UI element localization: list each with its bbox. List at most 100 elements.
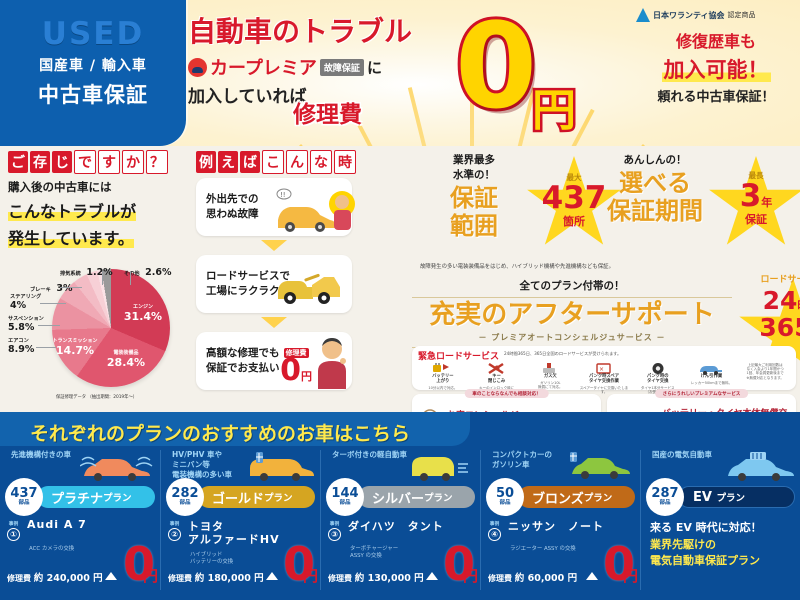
- svg-text:×: ×: [599, 366, 604, 373]
- step-card-breakdown: 外出先での 思わぬ故障 !!: [196, 178, 355, 236]
- plan-cost-value: 約 60,000 円: [514, 573, 578, 584]
- plan-part: ハイブリッド バッテリーの交換: [190, 552, 234, 566]
- tag-su: す: [98, 150, 120, 174]
- leader-line-other: [130, 271, 131, 285]
- plan-index-wrap: 事例 ③: [328, 520, 341, 541]
- plan-index-label: 事例: [489, 522, 500, 527]
- tag-ka: か: [122, 150, 144, 174]
- minivan-icon: [250, 452, 314, 481]
- association-cert: 認定商品: [727, 11, 756, 19]
- plan-name: EV: [693, 489, 712, 505]
- warranty-chip: 故障保証: [319, 58, 364, 76]
- period-star-main: 3年: [708, 181, 800, 212]
- leader-line-brake: [60, 287, 82, 288]
- pie-slice-label-electrical: 電装装備品 28.4%: [106, 350, 146, 369]
- plan-badge-row: 282 部品 ゴールド プラン: [166, 478, 315, 516]
- battery-tire-tag: さらにうれしいプレミアムなサービス: [654, 389, 749, 398]
- plan-name: ゴールド: [212, 491, 265, 507]
- step-2-text: ロードサービスで 工場にラクラク移動: [206, 269, 301, 297]
- tag-toki: 時: [334, 150, 356, 174]
- plan-name-pill: ゴールド プラン: [198, 486, 315, 508]
- plan-cost-label: 修理費: [168, 574, 192, 583]
- tow-icon: [686, 361, 738, 375]
- roadservice-numbers: 24時間 365日: [736, 288, 800, 344]
- step-card-roadservice: ロードサービスで 工場にラクラク移動: [196, 255, 352, 313]
- yen-symbol: 円: [530, 83, 579, 139]
- coverage-range-small: 業界最多 水準の！: [453, 154, 495, 181]
- plan-body: 事例 ③ ダイハツ タント ターボチャージャー ASSY の交換 修理費 約 1…: [326, 518, 478, 591]
- period-star-unit: 年: [761, 196, 773, 209]
- plan-index: ③: [328, 528, 341, 541]
- tow-truck-icon: [278, 273, 340, 304]
- compact-car-icon: [570, 452, 630, 479]
- tag-n: ん: [286, 150, 308, 174]
- plan-index: ④: [488, 528, 501, 541]
- tag-ko: こ: [262, 150, 284, 174]
- pie-label-steering: ステアリング 4%: [10, 294, 42, 311]
- plan-parts-circle: 287 部品: [646, 478, 684, 516]
- plan-cost-value: 約 240,000 円: [33, 573, 103, 584]
- coverage-star-unit: 箇所: [563, 215, 585, 228]
- plan-card-platinum[interactable]: 先進機構付きの車 437 部品 プラチナ プラン: [0, 450, 160, 590]
- plan-name: シルバー: [372, 491, 425, 507]
- leader-line-steering: [40, 303, 66, 304]
- plan-name: ブロンズ: [532, 491, 584, 507]
- plan-name-pill: EV プラン: [678, 486, 795, 508]
- pie-chart-circle: [52, 269, 170, 387]
- plan-yen: 円: [302, 567, 318, 585]
- warranty-period-big: 選べる 保証期間: [607, 169, 703, 225]
- plan-caption: 国産の電気自動車: [652, 450, 712, 459]
- emergency-item: バッテリー 上がり 10分以内で対応。: [417, 361, 469, 394]
- plan-card-ev[interactable]: 国産の電気自動車 287 部品 EV プラン: [640, 450, 800, 590]
- plan-card-silver[interactable]: ターボ付きの軽自動車 144 部品 シルバー プラン: [320, 450, 480, 590]
- plan-cost: 修理費 約 240,000 円: [7, 570, 103, 584]
- tire-icon: [632, 361, 684, 375]
- plan-cost: 修理費 約 130,000 円: [328, 570, 424, 584]
- plan-name-pill: ブロンズ プラン: [518, 486, 635, 508]
- plan-part: ACC カメラの交換: [29, 546, 75, 552]
- coverage-star-number: 437: [541, 180, 607, 216]
- roadservice-days-row: 365日: [736, 315, 800, 344]
- plan-parts-circle: 437 部品: [5, 478, 43, 516]
- repair-history-line1: 修復歴車も: [675, 32, 756, 51]
- pie-chart: エンジン 31.4% 電装装備品 28.4% トランスミッション 14.7% エ…: [8, 255, 190, 405]
- plan-zero: 0: [602, 537, 635, 591]
- plan-index-label: 事例: [8, 522, 19, 527]
- roadservice-days: 365: [759, 313, 800, 342]
- pie-label-suspension: サスペンション 5.8%: [8, 316, 44, 333]
- used-badge: USED 国産車 / 輸入車 中古車保証: [0, 0, 186, 146]
- zero-number: 0: [452, 0, 540, 135]
- plan-name-suffix: プラン: [264, 493, 293, 504]
- battery-jump-icon: [417, 361, 469, 375]
- brand-row: カープレミア 故障保証 に: [188, 54, 608, 80]
- ev-line-3: 電気自動車保証プラン: [650, 554, 760, 567]
- plan-cost-label: 修理費: [488, 574, 512, 583]
- coverage-note: 故障発生の多い電装装備品をはじめ、ハイブリッド機構や先進機構なども保証。: [420, 264, 614, 270]
- plan-yen: 円: [142, 567, 158, 585]
- plan-parts-unit: 部品: [499, 500, 511, 507]
- coverage-column: 業界最多 水準の！ 保証 範囲 最大 437 箇所 あんしんの！ 選べる 保証期…: [360, 150, 800, 450]
- ev-line-1: 来る EV 時代に対応！: [650, 521, 762, 534]
- plan-index-wrap: 事例 ②: [168, 520, 181, 541]
- pie-label-aircon: エアコン 8.9%: [8, 338, 35, 355]
- plan-card-bronze[interactable]: コンパクトカーの ガソリン車 50 部品 ブロンズ プラン: [480, 450, 640, 590]
- plan-card-gold[interactable]: HV/PHV 車や ミニバン等 電装機構の多い車 282 部品 ゴールド プラン: [160, 450, 320, 590]
- plan-badge-row: 287 部品 EV プラン: [646, 478, 795, 516]
- kei-car-icon: [412, 457, 468, 481]
- step-card-payment: 高額な修理でも 保証でお支払い 修理費 0円: [196, 332, 352, 390]
- plan-car-name: ダイハツ タント: [348, 520, 444, 533]
- leader-line-aircon: [36, 347, 56, 348]
- repair-zero-badge: 修理費 0円: [280, 340, 312, 386]
- plan-name-suffix: プラン: [103, 493, 132, 504]
- coverage-star-label: 最大: [566, 173, 582, 182]
- plan-zero: 0: [442, 537, 475, 591]
- pie-slice-label-transmission: トランスミッション 14.7%: [52, 338, 98, 357]
- sunburst-rays: [298, 0, 646, 146]
- plan-name-pill: シルバー プラン: [358, 486, 475, 508]
- repair-badge-zero: 0: [280, 353, 301, 388]
- car-premier-logo-icon: [188, 57, 207, 77]
- warranty-period-panel: あんしんの！ 選べる 保証期間: [596, 152, 714, 225]
